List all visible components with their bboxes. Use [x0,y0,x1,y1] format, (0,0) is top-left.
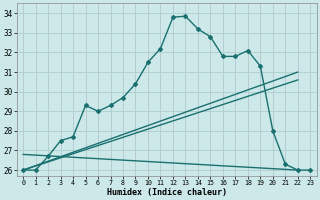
X-axis label: Humidex (Indice chaleur): Humidex (Indice chaleur) [107,188,227,197]
